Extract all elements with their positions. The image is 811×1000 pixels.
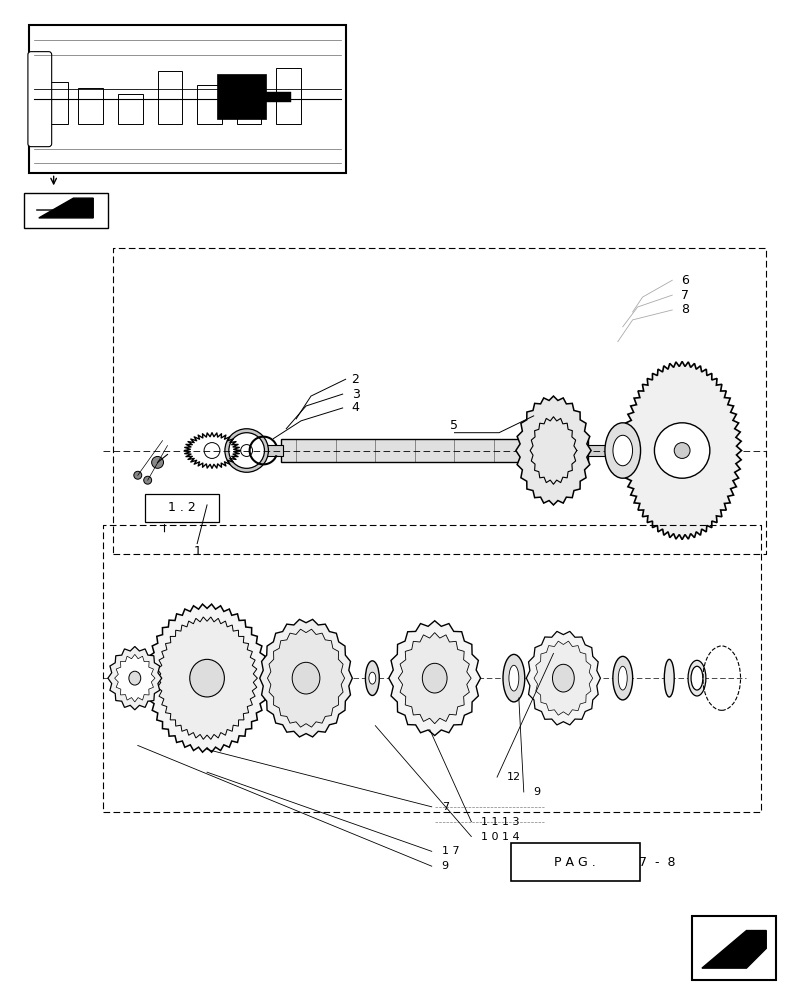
Text: 7  -  8: 7 - 8 [638,856,675,869]
Ellipse shape [617,666,626,690]
Ellipse shape [368,672,375,684]
Text: 9: 9 [533,787,540,797]
Bar [118,94,143,124]
Bar [691,916,775,980]
Bar [237,93,261,124]
Text: 6: 6 [680,274,689,287]
Bar [157,71,182,124]
Text: 12: 12 [506,772,521,782]
Circle shape [229,433,264,468]
Polygon shape [267,629,344,727]
Bar [44,82,68,124]
Polygon shape [146,604,268,752]
Bar [197,85,221,124]
Circle shape [144,476,152,484]
Bar [587,445,612,456]
Bar [276,68,301,124]
Circle shape [240,445,252,456]
Polygon shape [39,198,93,218]
Bar [251,445,283,456]
Ellipse shape [190,659,224,697]
Ellipse shape [690,666,702,690]
Bar [24,193,108,228]
Polygon shape [397,633,470,724]
Text: 1 . 2: 1 . 2 [168,501,196,514]
Ellipse shape [365,661,379,695]
Bar [281,439,587,462]
Text: 7: 7 [680,289,689,302]
Bar [510,843,639,881]
Polygon shape [526,631,599,725]
Ellipse shape [604,423,640,478]
Circle shape [204,443,220,458]
Text: 7: 7 [441,802,448,812]
Bar [217,74,266,119]
Text: 1: 1 [193,545,201,558]
Text: 3: 3 [351,388,359,401]
Polygon shape [515,396,590,505]
Polygon shape [260,619,352,737]
FancyBboxPatch shape [28,52,52,147]
Polygon shape [701,931,766,968]
Circle shape [152,456,163,468]
Polygon shape [534,641,592,715]
Text: 1 7: 1 7 [441,846,459,856]
Ellipse shape [612,656,632,700]
Text: 8: 8 [680,303,689,316]
Ellipse shape [292,662,320,694]
Ellipse shape [687,660,705,696]
Polygon shape [157,617,257,739]
Ellipse shape [502,654,524,702]
Text: 9: 9 [441,861,448,871]
Ellipse shape [663,659,673,697]
Polygon shape [108,646,161,710]
Bar [29,25,345,173]
Polygon shape [114,654,155,702]
Circle shape [654,423,709,478]
Bar [266,92,291,102]
Bar [144,494,219,522]
Ellipse shape [551,664,573,692]
Text: 1 0 1 4: 1 0 1 4 [481,832,519,842]
Ellipse shape [129,671,140,685]
Ellipse shape [422,663,447,693]
Polygon shape [388,621,480,736]
Ellipse shape [508,665,518,691]
Bar [79,88,103,124]
Polygon shape [622,361,740,540]
Ellipse shape [612,435,632,466]
Circle shape [225,429,268,472]
Text: 4: 4 [351,401,359,414]
Circle shape [134,471,142,479]
Circle shape [673,443,689,458]
Text: 1 1 1 3: 1 1 1 3 [481,817,519,827]
Text: P A G .: P A G . [554,856,595,869]
Text: 5: 5 [450,419,458,432]
Text: 2: 2 [351,373,359,386]
